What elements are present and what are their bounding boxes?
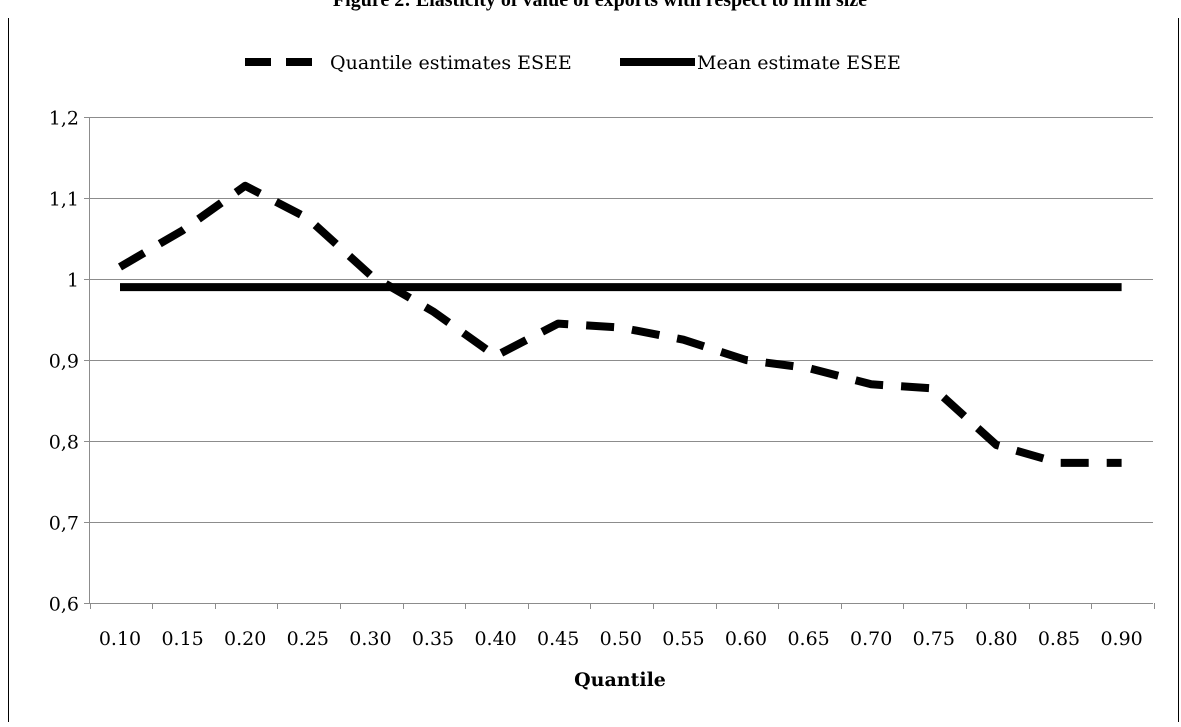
x-tick-label: 0.85 (1038, 628, 1080, 650)
y-tick-label: 1,1 (49, 189, 79, 211)
x-tick-label: 0.55 (662, 628, 704, 650)
x-tick-label: 0.75 (913, 628, 955, 650)
y-tick-label: 1 (67, 270, 79, 292)
x-tick-label: 0.15 (161, 628, 203, 650)
y-tick-label: 0,8 (49, 432, 79, 454)
x-axis-label: Quantile (574, 669, 666, 691)
y-tick-label: 0,9 (49, 351, 79, 373)
x-tick-label: 0.65 (787, 628, 829, 650)
x-tick-label: 0.20 (224, 628, 266, 650)
x-tick-labels: 0.10 0.15 0.20 0.25 0.30 0.35 0.40 0.45 0.50 0.55… (99, 628, 1143, 650)
x-tick-label: 0.10 (99, 628, 141, 650)
legend: Quantile estimates ESEE Mean estimate ES… (245, 52, 901, 74)
x-tick-label: 0.25 (287, 628, 329, 650)
x-tick-label: 0.60 (725, 628, 767, 650)
y-tick-labels: 0,6 0,7 0,8 0,9 1 1,1 1,2 (49, 108, 79, 616)
y-tick-label: 0,6 (49, 594, 79, 616)
x-tick-label: 0.80 (975, 628, 1017, 650)
x-tick-label: 0.45 (537, 628, 579, 650)
x-tick-label: 0.70 (850, 628, 892, 650)
y-tick-label: 0,7 (49, 513, 79, 535)
series (117, 181, 1122, 467)
x-tick-label: 0.35 (412, 628, 454, 650)
axes (84, 117, 1155, 609)
gridlines (89, 117, 1153, 523)
legend-label-mean: Mean estimate ESEE (697, 52, 901, 74)
x-tick-label: 0.90 (1100, 628, 1142, 650)
x-tick-label: 0.40 (474, 628, 516, 650)
x-tick-label: 0.30 (349, 628, 391, 650)
x-tick-label: 0.50 (600, 628, 642, 650)
y-tick-label: 1,2 (49, 108, 79, 130)
series-line-quantile (117, 181, 1122, 467)
legend-label-quantile: Quantile estimates ESEE (330, 52, 572, 74)
chart-title: Figure 2: Elasticity of value of exports… (333, 0, 867, 11)
